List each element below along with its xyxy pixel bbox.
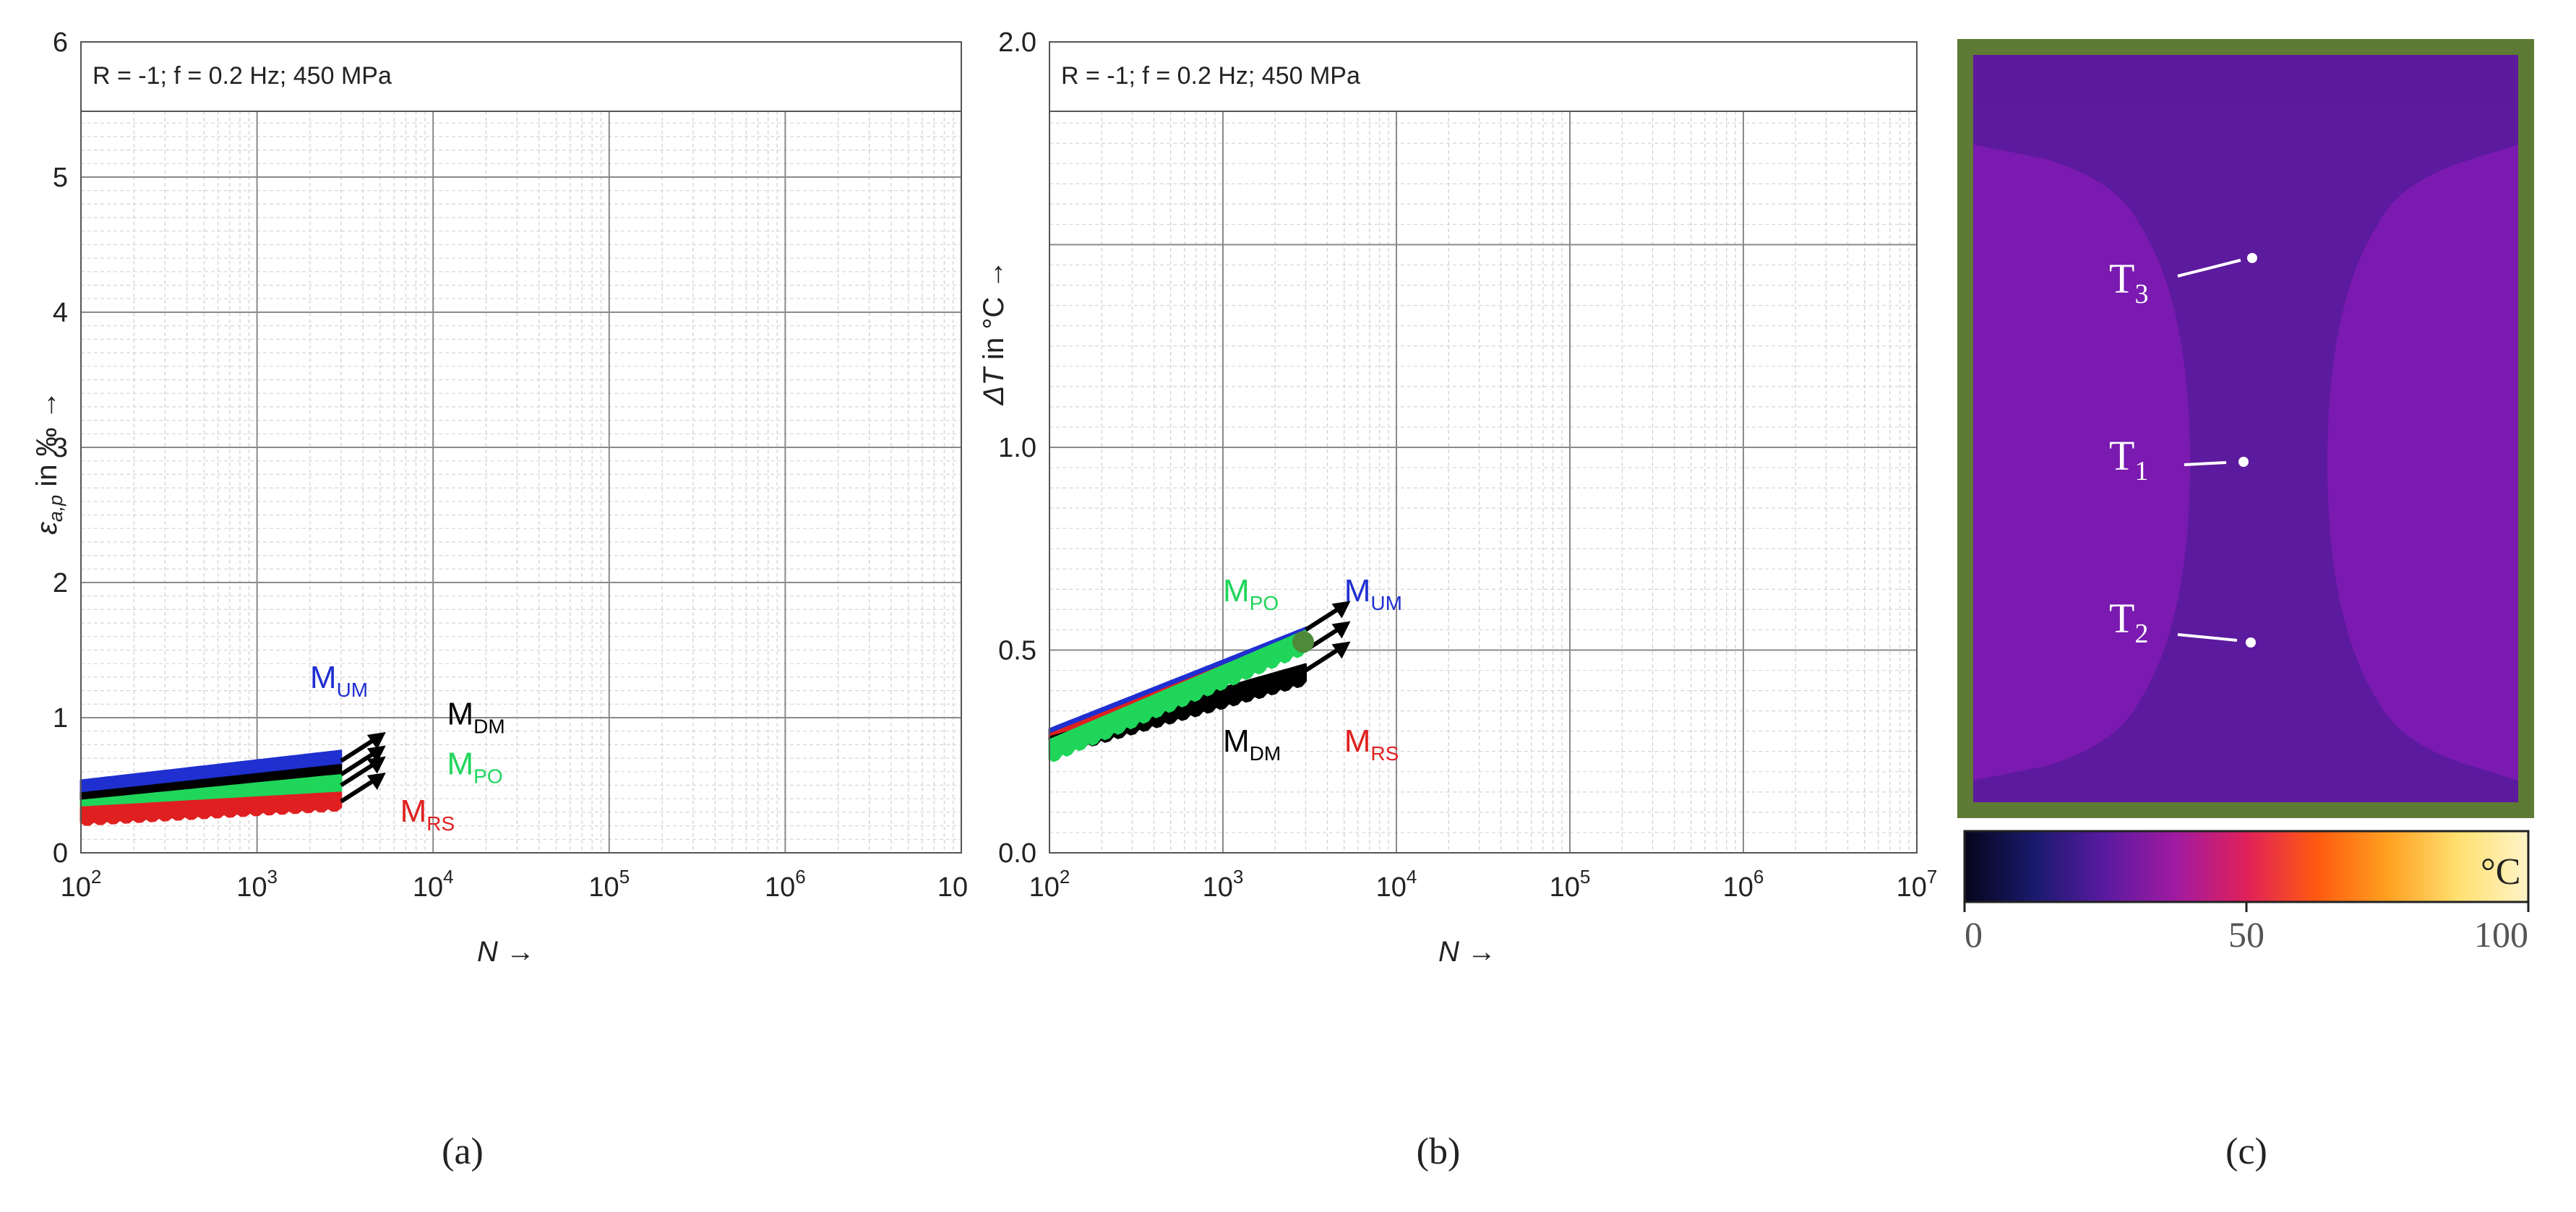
chart-a-y-label-sub: a,p <box>45 495 66 523</box>
chart-a-x-ticks: 102 103 104 105 106 10 <box>61 866 969 903</box>
x-tick-label: 107 <box>1897 866 1938 903</box>
runout-arrow <box>340 772 386 804</box>
chart-b-title: R = -1; f = 0.2 Hz; 450 MPa <box>1061 62 1360 90</box>
chart-b: R = -1; f = 0.2 Hz; 450 MPa MUM MRS MDM MPO… <box>978 27 1937 1172</box>
chart-b-y-label-sym: ΔT <box>978 366 1010 405</box>
chart-a-x-label: N → <box>477 936 535 968</box>
x-tick-label: 105 <box>588 866 630 903</box>
y-tick-label: 1.0 <box>998 433 1036 463</box>
runout-arrow <box>340 756 386 788</box>
y-tick-label: 2.0 <box>998 27 1036 58</box>
series-label-RS: MRS <box>400 794 455 835</box>
chart-b-data: MUM MRS MDM MPO <box>1048 573 1402 765</box>
svg-text:T1: T1 <box>2109 432 2148 486</box>
highlight-marker <box>1292 631 1314 653</box>
series-label-DM: MDM <box>1223 723 1281 765</box>
series-label-PO: MPO <box>1223 573 1279 614</box>
series-label-UM: MUM <box>1344 573 1402 614</box>
colorbar-gradient <box>1963 830 2530 903</box>
x-tick-label: 104 <box>1376 866 1417 903</box>
x-tick-label: 103 <box>236 866 278 903</box>
series-label-RS: MRS <box>1344 723 1399 765</box>
x-tick-label: 106 <box>765 866 806 903</box>
chart-a-grid <box>80 111 962 854</box>
y-tick-label: 0.5 <box>998 636 1036 666</box>
svg-text:T3: T3 <box>2109 255 2148 309</box>
x-tick-label: 102 <box>61 866 102 903</box>
measurement-point-t3: T3 <box>2109 253 2257 309</box>
chart-b-grid <box>1049 111 1918 854</box>
y-tick-label: 0.0 <box>998 838 1036 869</box>
runout-arrow <box>1304 641 1351 673</box>
x-tick-label: 10 <box>937 872 968 903</box>
runout-arrow <box>340 745 386 777</box>
series-label-DM: MDM <box>447 696 505 737</box>
y-tick-label: 0 <box>53 838 68 869</box>
chart-b-y-label: ΔT in °C → <box>978 260 1010 406</box>
x-tick-label: 103 <box>1203 866 1244 903</box>
runout-arrow <box>1304 601 1351 632</box>
measurement-point-t1: T1 <box>2109 432 2249 486</box>
chart-a-y-ticks: 0 1 2 3 4 5 6 <box>53 27 68 869</box>
x-tick-label: 106 <box>1723 866 1764 903</box>
panel-label-a: (a) <box>442 1131 484 1172</box>
y-tick-label: 3 <box>53 433 68 463</box>
chart-a-title: R = -1; f = 0.2 Hz; 450 MPa <box>93 62 392 90</box>
chart-b-x-label: N → <box>1438 936 1496 968</box>
chart-a-y-label-rest: in ‰ → <box>31 390 63 494</box>
chart-a-plot-frame <box>80 111 962 854</box>
thermal-image-panel: T3 T1 T2 °C 0 50 100 (c) <box>1957 39 2534 1172</box>
x-tick-label: 104 <box>413 866 454 903</box>
colorbar-ticks: 0 50 100 <box>1963 902 2530 955</box>
colorbar-unit: °C <box>2481 851 2520 893</box>
x-tick-label: 105 <box>1550 866 1591 903</box>
chart-b-y-label-rest: in °C → <box>978 260 1010 368</box>
chart-b-plot-frame <box>1049 111 1918 854</box>
y-tick-label: 6 <box>53 27 68 58</box>
chart-a-y-label-sym: ε <box>31 521 63 535</box>
series-PO: MPO <box>1048 573 1307 762</box>
runout-arrow <box>340 731 386 763</box>
chart-b-title-box <box>1049 41 1918 112</box>
series-label-PO: MPO <box>447 747 502 788</box>
panel-label-b: (b) <box>1417 1131 1461 1172</box>
y-tick-label: 1 <box>53 703 68 734</box>
colorbar-tick-label: 100 <box>2474 914 2528 955</box>
colorbar-tick-label: 50 <box>2228 914 2264 955</box>
chart-a-y-label: εa,p in ‰ → <box>31 390 66 535</box>
panel-label-c: (c) <box>2225 1131 2267 1172</box>
chart-b-y-ticks: 0.0 0.5 1.0 2.0 <box>998 27 1036 869</box>
chart-b-x-ticks: 102 103 104 105 106 107 <box>1029 866 1938 903</box>
y-tick-label: 4 <box>53 298 68 328</box>
colorbar: °C 0 50 100 <box>1963 830 2530 955</box>
colorbar-tick-label: 0 <box>1965 914 1983 955</box>
measurement-point-t2: T2 <box>2109 595 2256 649</box>
chart-a: R = -1; f = 0.2 Hz; 450 MPa MUM MDM MPO MRS… <box>31 27 968 1172</box>
y-tick-label: 5 <box>53 163 68 193</box>
svg-text:T2: T2 <box>2109 595 2148 649</box>
series-RS: MRS <box>80 791 455 835</box>
specimen-shape <box>1973 55 2518 802</box>
thermal-image-top-band <box>1973 55 2518 106</box>
x-tick-label: 102 <box>1029 866 1070 903</box>
series-label-UM: MUM <box>310 660 368 701</box>
chart-a-title-box <box>80 41 962 112</box>
y-tick-label: 2 <box>53 568 68 598</box>
series-band-RS <box>80 791 343 826</box>
chart-a-data: MUM MDM MPO MRS <box>80 660 505 835</box>
